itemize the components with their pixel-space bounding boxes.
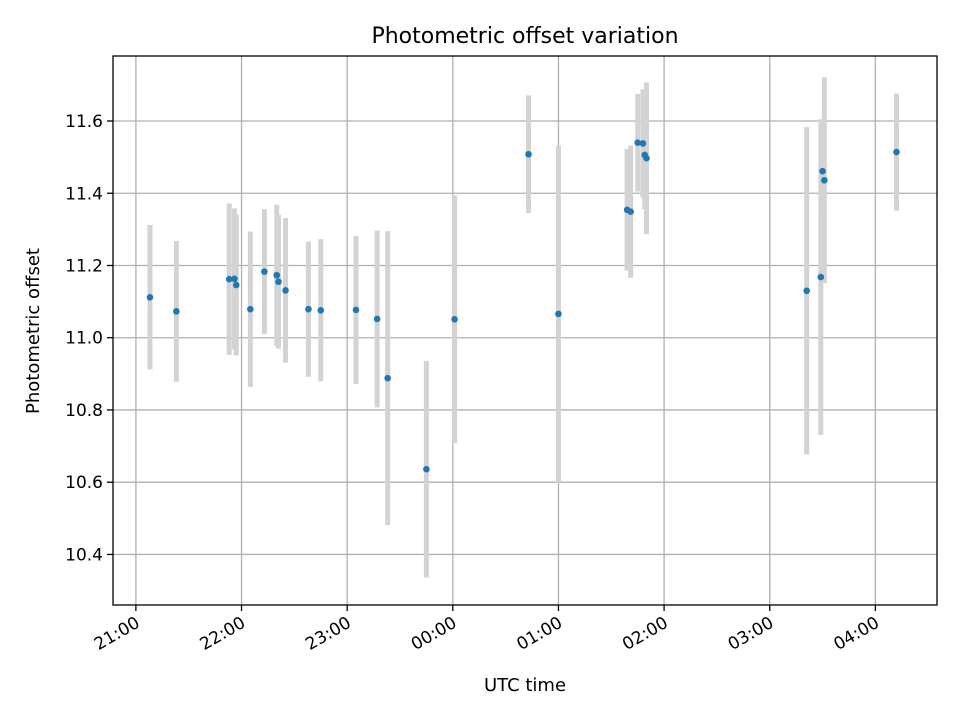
data-point [146,293,154,301]
data-point [821,176,828,184]
data-point [317,306,325,314]
data-point [373,315,381,323]
data-point [555,310,562,318]
data-point [634,139,641,146]
data-point [231,275,238,283]
data-point [451,316,458,323]
data-point [627,208,634,215]
data-point [225,275,233,283]
chart-title: Photometric offset variation [371,24,678,49]
y-axis-ticks: 10.4 10.6 10.8 11.0 11.2 11.4 11.6 [65,112,113,565]
data-point [423,465,430,473]
data-point [352,306,360,314]
data-point [275,278,282,286]
data-point [305,305,312,313]
data-point [643,154,650,162]
x-axis-label: UTC time [484,675,566,696]
y-tick-label: 11.0 [65,329,103,349]
data-point [384,374,391,382]
y-tick-label: 10.4 [65,545,103,565]
data-point [819,167,826,175]
data-point [893,148,900,156]
data-point [639,140,647,147]
data-points [146,139,900,473]
y-tick-label: 11.6 [65,112,103,132]
y-tick-label: 11.4 [65,184,103,204]
data-point [525,150,532,158]
data-point [282,287,289,294]
plot-frame [112,55,938,606]
data-point [261,268,268,275]
data-point [232,281,240,289]
y-tick-label: 10.6 [65,473,103,493]
data-point [817,273,825,281]
y-tick-label: 11.2 [65,256,103,276]
data-point [803,287,811,295]
data-point [247,305,254,313]
data-point [273,271,281,279]
y-axis-label: Photometric offset [23,248,44,414]
data-point [173,308,180,315]
y-tick-label: 10.8 [65,401,103,421]
